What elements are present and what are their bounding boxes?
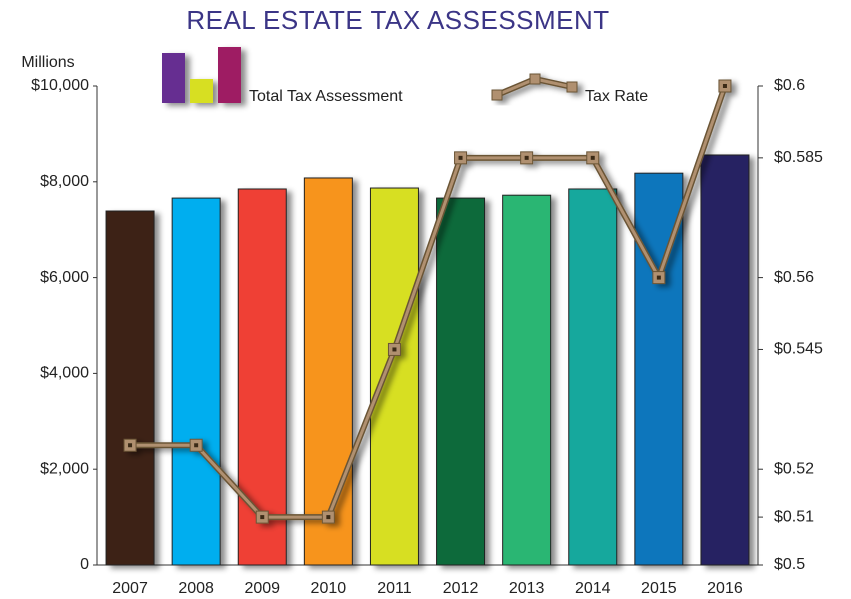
marker-dot	[260, 515, 265, 520]
bar-series	[105, 154, 750, 566]
bar	[502, 194, 552, 566]
chart-title: REAL ESTATE TAX ASSESSMENT	[186, 5, 609, 35]
bar	[171, 197, 221, 566]
marker-dot	[326, 515, 331, 520]
bar	[700, 154, 750, 566]
marker-dot	[524, 155, 529, 160]
bar	[237, 188, 287, 566]
y-tick-label: $8,000	[40, 173, 89, 190]
y-tick-label: $6,000	[40, 269, 89, 286]
legend-label: Total Tax Assessment	[249, 88, 403, 105]
y2-tick-label: $0.6	[774, 77, 805, 94]
x-tick-label: 2007	[112, 580, 148, 597]
x-tick-label: 2013	[509, 580, 545, 597]
y-tick-label: $10,000	[31, 77, 89, 94]
legend-bar-icon	[162, 47, 241, 103]
x-tick-label: 2010	[311, 580, 347, 597]
y2-tick-label: $0.56	[774, 269, 814, 286]
x-tick-label: 2014	[575, 580, 611, 597]
x-tick-label: 2016	[707, 580, 743, 597]
bar	[436, 197, 486, 566]
x-tick-label: 2015	[641, 580, 677, 597]
y2-tick-label: $0.545	[774, 341, 823, 358]
marker-dot	[194, 443, 199, 448]
x-tick-label: 2009	[244, 580, 280, 597]
bar	[105, 210, 155, 566]
y2-tick-label: $0.585	[774, 149, 823, 166]
y-tick-label: 0	[80, 556, 89, 573]
bar	[568, 188, 618, 566]
bar	[369, 187, 419, 566]
y2-tick-label: $0.51	[774, 508, 814, 525]
bar	[303, 177, 353, 566]
marker-dot	[392, 347, 397, 352]
y-tick-label: $4,000	[40, 365, 89, 382]
legend-line-icon	[491, 73, 578, 101]
marker-dot	[458, 155, 463, 160]
marker-dot	[590, 155, 595, 160]
marker-dot	[722, 84, 727, 88]
marker-dot	[128, 443, 133, 448]
line	[130, 85, 727, 519]
y-axis-label: Millions	[21, 54, 74, 71]
y2-tick-label: $0.52	[774, 460, 814, 477]
legend-label: Tax Rate	[585, 88, 648, 105]
x-tick-label: 2008	[178, 580, 214, 597]
y2-tick-label: $0.5	[774, 556, 805, 573]
x-tick-label: 2012	[443, 580, 479, 597]
y-tick-label: $2,000	[40, 460, 89, 477]
line-series	[123, 79, 732, 524]
marker-dot	[656, 275, 661, 280]
x-tick-label: 2011	[377, 580, 412, 597]
